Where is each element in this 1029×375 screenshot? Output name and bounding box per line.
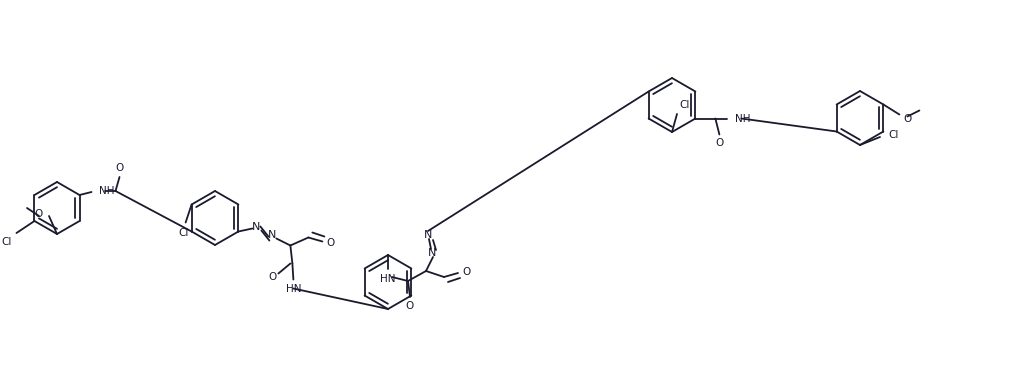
Text: Cl: Cl bbox=[1, 237, 11, 247]
Text: Cl: Cl bbox=[679, 100, 689, 110]
Text: NH: NH bbox=[736, 114, 751, 123]
Text: HN: HN bbox=[381, 274, 396, 284]
Text: Cl: Cl bbox=[888, 130, 898, 140]
Text: O: O bbox=[903, 114, 912, 123]
Text: NH: NH bbox=[99, 186, 114, 196]
Text: N: N bbox=[424, 230, 432, 240]
Text: O: O bbox=[326, 237, 334, 248]
Text: O: O bbox=[35, 209, 43, 219]
Text: N: N bbox=[269, 231, 277, 240]
Text: Cl: Cl bbox=[178, 228, 188, 238]
Text: HN: HN bbox=[286, 285, 301, 294]
Text: O: O bbox=[405, 301, 414, 311]
Text: N: N bbox=[252, 222, 260, 232]
Text: N: N bbox=[428, 248, 436, 258]
Text: O: O bbox=[115, 163, 123, 173]
Text: O: O bbox=[715, 138, 723, 148]
Text: O: O bbox=[269, 273, 277, 282]
Text: O: O bbox=[462, 267, 470, 277]
